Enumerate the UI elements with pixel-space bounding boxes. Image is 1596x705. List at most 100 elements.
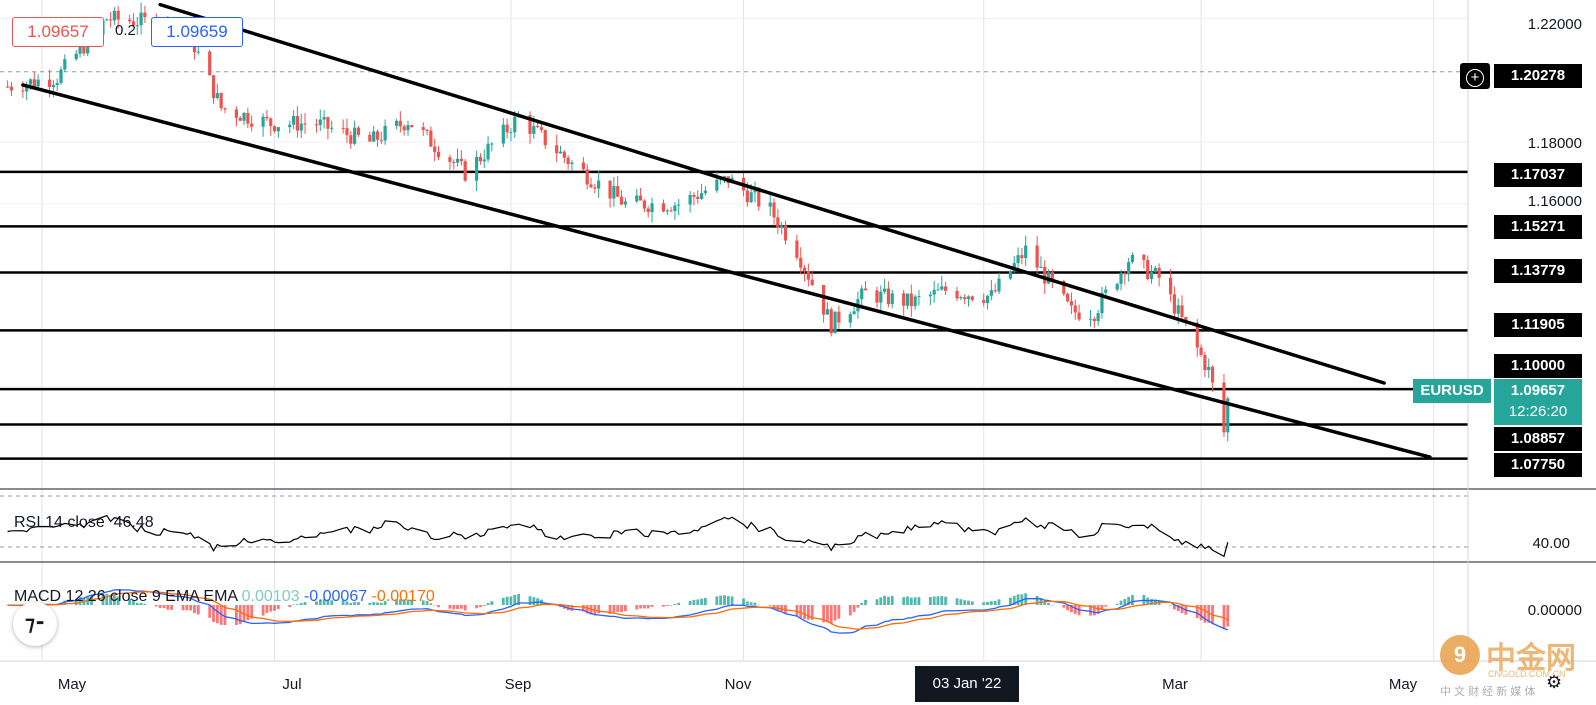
- candle-body: [555, 145, 559, 154]
- candle-body: [455, 158, 460, 163]
- candle-body: [353, 127, 357, 144]
- candle-body: [1024, 245, 1028, 259]
- candle-body: [51, 84, 55, 87]
- candle-body: [486, 143, 490, 160]
- candle-body: [635, 195, 639, 202]
- rsi-value: 46.48: [113, 514, 154, 531]
- macd-histogram-bar: [585, 605, 589, 614]
- macd-histogram-bar: [715, 596, 719, 605]
- macd-histogram-bar: [837, 605, 841, 619]
- macd-histogram-bar: [581, 605, 585, 612]
- macd-histogram-bar: [276, 605, 280, 610]
- macd-signal-value: -0.00170: [371, 588, 435, 605]
- macd-histogram-bar: [883, 595, 887, 605]
- candle-body: [238, 117, 242, 121]
- macd-histogram-bar: [486, 603, 490, 605]
- macd-histogram-bar: [509, 596, 513, 605]
- candle-body: [802, 267, 807, 272]
- candle-body: [795, 240, 799, 258]
- gear-icon: ⚙: [1546, 672, 1563, 692]
- candle-body: [303, 123, 307, 125]
- level-label: 1.11905: [1494, 313, 1582, 337]
- macd-histogram-bar: [928, 597, 932, 605]
- macd-histogram-bar: [170, 605, 173, 610]
- candles: [6, 2, 1230, 442]
- macd-histogram-bar: [517, 594, 520, 605]
- candle-body: [314, 124, 319, 126]
- candle-body: [848, 314, 852, 323]
- candle-body: [1176, 305, 1180, 314]
- macd-histogram-bar: [215, 605, 219, 624]
- candle-body: [47, 79, 52, 87]
- macd-histogram-bar: [353, 601, 357, 605]
- candle-body: [116, 10, 120, 20]
- candle-body: [421, 127, 425, 130]
- macd-histogram-bar: [959, 599, 963, 605]
- candle-body: [539, 127, 544, 131]
- candle-body: [772, 202, 776, 218]
- macd-histogram-bar: [982, 602, 986, 605]
- candle-body: [608, 180, 612, 199]
- tradingview-logo[interactable]: ⁊⁃: [13, 602, 57, 646]
- macd-histogram-bar: [459, 605, 463, 609]
- settings-button[interactable]: ⚙: [1546, 672, 1562, 693]
- macd-histogram-bar: [1199, 605, 1203, 621]
- candle-body: [272, 126, 277, 132]
- macd-histogram-bar: [185, 605, 189, 611]
- macd-histogram-bar: [112, 594, 116, 605]
- candle-body: [837, 311, 841, 323]
- macd-histogram-bar: [1123, 599, 1127, 605]
- macd-histogram-bar: [1115, 603, 1119, 605]
- bid-box[interactable]: 1.09657: [12, 17, 104, 47]
- ask-box[interactable]: 1.09659: [151, 17, 243, 47]
- add-level-button[interactable]: +: [1460, 63, 1490, 89]
- candle-body: [242, 112, 246, 121]
- trend-line: [21, 83, 1432, 459]
- candle-body: [349, 135, 353, 144]
- macd-histogram-bar: [1195, 605, 1199, 619]
- watermark-tagline: 中 文 财 经 新 媒 体: [1440, 686, 1536, 698]
- macd-histogram-bar: [1073, 605, 1077, 614]
- candle-body: [135, 25, 139, 27]
- candle-body: [940, 286, 944, 290]
- macd-histogram-bar: [1062, 605, 1066, 608]
- candle-body: [936, 289, 940, 291]
- macd-histogram-bar: [437, 605, 440, 608]
- macd-histogram-bar: [803, 605, 806, 620]
- macd-histogram-bar: [989, 601, 993, 605]
- macd-histogram-bar: [265, 605, 269, 614]
- candle-body: [1050, 272, 1054, 281]
- candle-body: [1207, 366, 1211, 371]
- candle-body: [1039, 266, 1043, 268]
- candle-body: [1203, 354, 1207, 371]
- macd-pane: [6, 589, 1230, 634]
- macd-histogram-bar: [906, 596, 909, 605]
- candle-body: [143, 12, 147, 18]
- macd-histogram-bar: [429, 603, 433, 605]
- candle-body: [1096, 313, 1100, 322]
- candle-body: [28, 79, 33, 85]
- macd-histogram-bar: [704, 597, 707, 605]
- macd-histogram-bar: [993, 600, 997, 605]
- macd-histogram-bar: [940, 596, 944, 605]
- candle-body: [852, 311, 856, 315]
- macd-histogram-bar: [806, 605, 810, 620]
- macd-histogram-bar: [1226, 605, 1230, 627]
- macd-histogram-bar: [848, 605, 852, 616]
- candle-body: [1149, 271, 1154, 280]
- pane-separators: [0, 0, 1596, 662]
- macd-histogram-bar: [692, 599, 696, 605]
- macd-histogram-bar: [1176, 605, 1180, 612]
- candle-body: [356, 127, 361, 135]
- candle-body: [410, 125, 414, 128]
- candle-body: [345, 128, 349, 136]
- price-tick: 1.16000: [1527, 193, 1582, 210]
- candle-body: [902, 293, 906, 306]
- macd-histogram-bar: [1096, 605, 1100, 614]
- macd-histogram-bar: [479, 605, 482, 608]
- level-label: 1.17037: [1494, 163, 1582, 187]
- candle-body: [1142, 254, 1146, 260]
- macd-histogram-bar: [955, 598, 959, 605]
- macd-histogram-bar: [299, 602, 303, 605]
